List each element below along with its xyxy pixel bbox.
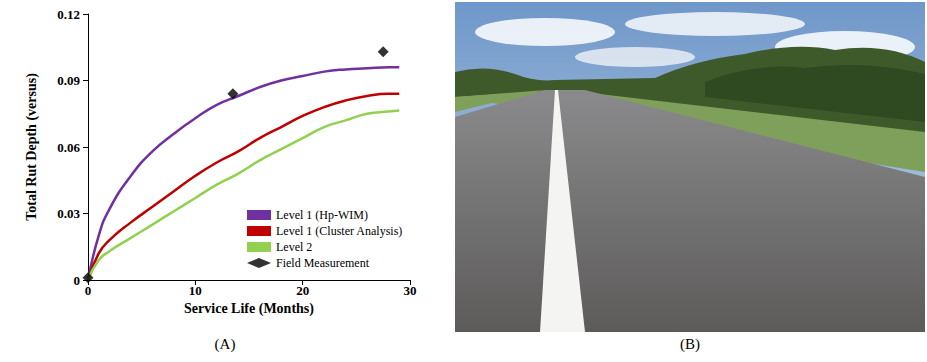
svg-text:0.12: 0.12	[57, 7, 80, 22]
svg-text:Field Measurement: Field Measurement	[276, 256, 370, 270]
svg-text:20: 20	[296, 283, 309, 298]
html-text:(A): (A)	[214, 336, 236, 352]
svg-text:30: 30	[404, 283, 417, 298]
html-text:(B): (B)	[680, 336, 700, 352]
svg-text:Service Life (Months): Service Life (Months)	[184, 301, 314, 317]
svg-text:10: 10	[189, 283, 202, 298]
svg-text:0: 0	[74, 273, 81, 288]
svg-text:0.06: 0.06	[57, 140, 80, 155]
svg-text:0.03: 0.03	[57, 206, 80, 221]
svg-text:0: 0	[85, 283, 92, 298]
svg-text:Level 1 (Cluster Analysis): Level 1 (Cluster Analysis)	[276, 224, 402, 238]
svg-text:Total Rut Depth (versus): Total Rut Depth (versus)	[24, 73, 40, 221]
svg-text:Level 2: Level 2	[276, 240, 312, 254]
svg-text:Level 1 (Hp-WIM): Level 1 (Hp-WIM)	[276, 208, 368, 222]
svg-text:0.09: 0.09	[57, 73, 80, 88]
